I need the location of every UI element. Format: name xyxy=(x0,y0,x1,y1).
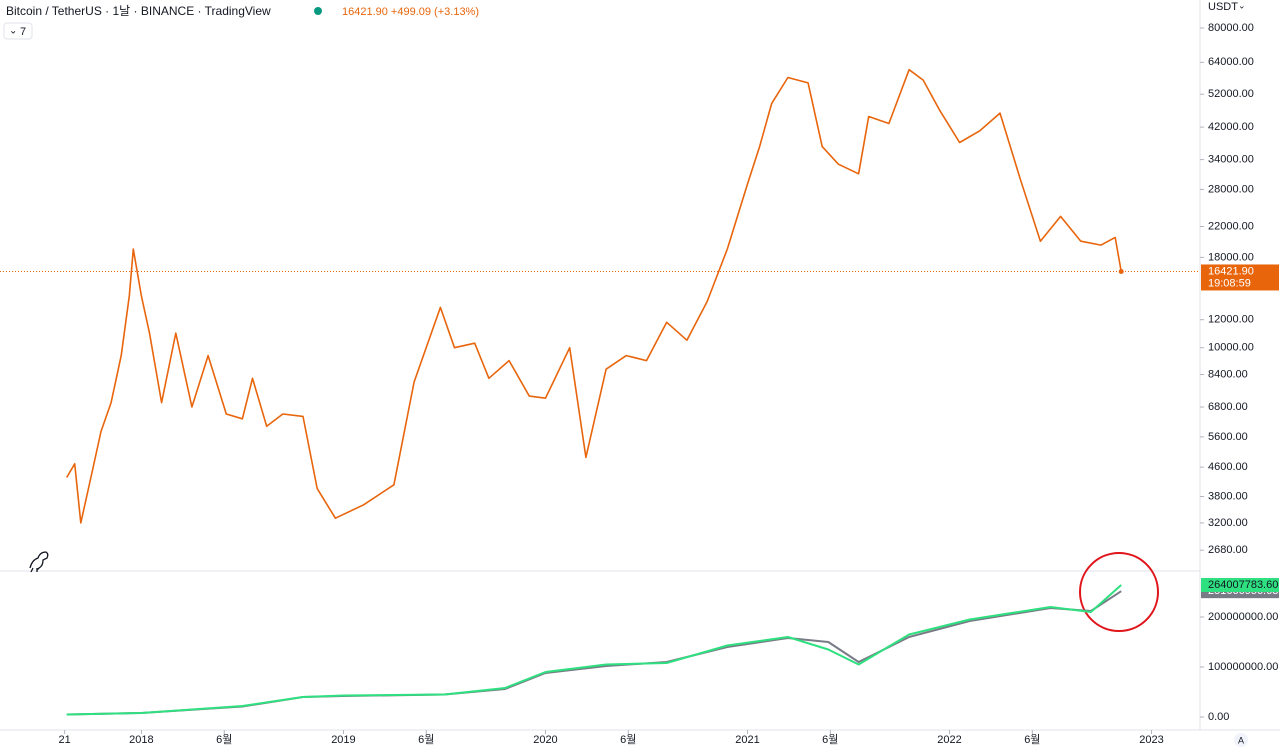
x-tick-label: 6월 xyxy=(1024,733,1040,746)
x-tick-label: 6월 xyxy=(418,733,434,746)
y-tick-label: 52000.00 xyxy=(1208,88,1254,100)
x-tick-label: 6월 xyxy=(620,733,636,746)
y-tick-label: 34000.00 xyxy=(1208,153,1254,165)
last-price-box xyxy=(1201,264,1279,291)
symbol-title: Bitcoin / TetherUS · 1날 · BINANCE · Trad… xyxy=(6,4,271,18)
countdown: 19:08:59 xyxy=(1208,277,1251,289)
y-tick-label: 6800.00 xyxy=(1208,401,1248,413)
series-line xyxy=(66,68,1122,524)
last-value-label: 264007783.60 xyxy=(1208,579,1278,591)
x-tick-label: 2021 xyxy=(735,734,759,746)
last-value-box xyxy=(1201,577,1279,592)
logo-icon xyxy=(29,551,49,573)
y-tick-label: 80000.00 xyxy=(1208,22,1254,34)
y-tick-label: 2680.00 xyxy=(1208,544,1248,556)
x-tick-label: 2020 xyxy=(533,734,557,746)
y-tick-label: 64000.00 xyxy=(1208,56,1254,68)
y-tick-label: 5600.00 xyxy=(1208,431,1248,443)
unit-arrow: ⌄ xyxy=(1238,0,1246,10)
y-tick-label: 200000000.00 xyxy=(1208,611,1278,623)
scale-button-bg[interactable] xyxy=(1234,733,1248,747)
highlight-circle xyxy=(1079,552,1159,632)
y-tick-label: 28000.00 xyxy=(1208,183,1254,195)
y-tick-label: 0.00 xyxy=(1208,711,1229,723)
y-tick-label: 18000.00 xyxy=(1208,251,1254,263)
last-price-label: 16421.90 xyxy=(1208,265,1254,277)
x-tick-label: 2023 xyxy=(1139,734,1163,746)
y-tick-label: 12000.00 xyxy=(1208,314,1254,326)
y-tick-label: 42000.00 xyxy=(1208,121,1254,133)
x-tick-label: 2022 xyxy=(937,734,961,746)
y-tick-label: 100000000.00 xyxy=(1208,661,1278,673)
toggle-arrow: ⌄ xyxy=(9,26,17,37)
indicator-toggle[interactable] xyxy=(3,22,33,40)
y-tick-label: 8400.00 xyxy=(1208,368,1248,380)
x-tick-label: 6월 xyxy=(822,733,838,746)
axis-unit[interactable]: USDT xyxy=(1208,1,1238,13)
indicator-count[interactable]: 7 xyxy=(20,26,26,38)
market-status xyxy=(314,7,322,15)
y-tick-label: 3800.00 xyxy=(1208,490,1248,502)
last-point xyxy=(1118,268,1124,274)
scale-button[interactable]: A xyxy=(1238,735,1244,745)
y-tick-label: 3200.00 xyxy=(1208,517,1248,529)
x-tick-label: 2019 xyxy=(331,734,355,746)
x-tick-label: 21 xyxy=(59,734,71,746)
x-tick-label: 6월 xyxy=(216,733,232,746)
y-tick-label: 4600.00 xyxy=(1208,461,1248,473)
x-tick-label: 2018 xyxy=(129,734,153,746)
y-tick-label: 10000.00 xyxy=(1208,342,1254,354)
series-line xyxy=(66,584,1122,716)
quote: 16421.90 +499.09 (+3.13%) xyxy=(342,6,479,18)
y-tick-label: 22000.00 xyxy=(1208,220,1254,232)
